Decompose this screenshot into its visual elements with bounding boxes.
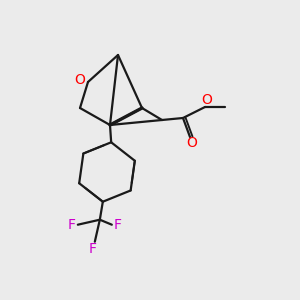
Text: O: O bbox=[202, 93, 212, 107]
Text: O: O bbox=[75, 73, 86, 87]
Text: F: F bbox=[68, 218, 76, 232]
Text: O: O bbox=[187, 136, 197, 150]
Text: F: F bbox=[114, 218, 122, 232]
Text: F: F bbox=[89, 242, 97, 256]
